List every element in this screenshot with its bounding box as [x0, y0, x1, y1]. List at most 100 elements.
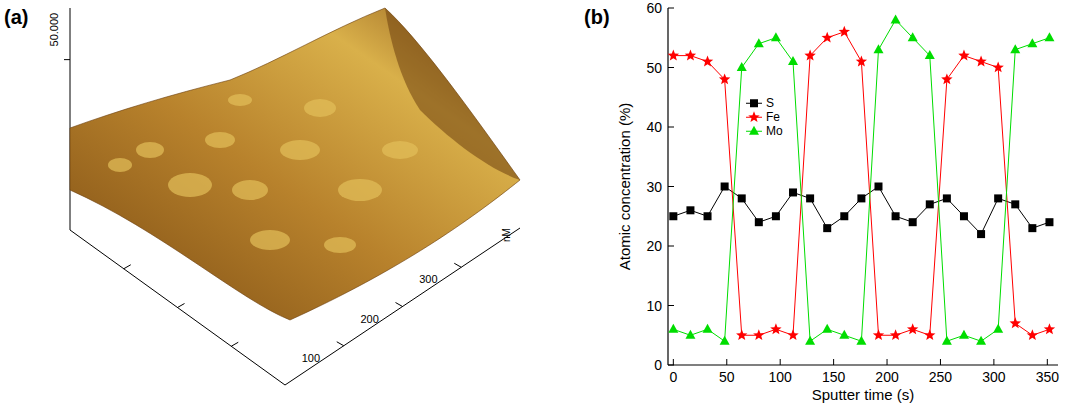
data-point [925, 50, 935, 59]
data-point [959, 330, 969, 339]
legend-marker [748, 111, 759, 122]
x-tick-label: 0 [669, 369, 677, 385]
data-point [755, 218, 763, 226]
data-point [873, 44, 883, 53]
x-tick [396, 303, 403, 307]
data-point [958, 50, 969, 61]
y-axis-title: Atomic concentration (%) [616, 103, 633, 271]
y-tick-label: 10 [646, 298, 662, 314]
afm-grain [382, 141, 418, 159]
data-point [1045, 218, 1053, 226]
afm-grain [228, 94, 252, 106]
panel-label: (a) [4, 6, 28, 28]
data-point [960, 212, 968, 220]
data-point [924, 329, 935, 340]
z-axis [70, 8, 71, 230]
y-tick-label: 40 [646, 119, 662, 135]
x-tick [673, 359, 674, 365]
afm-grain [250, 230, 290, 250]
data-point [822, 32, 833, 43]
data-point [822, 324, 832, 333]
y-tick [668, 246, 674, 247]
data-point [704, 212, 712, 220]
data-point [941, 73, 952, 84]
data-point [1011, 200, 1019, 208]
legend-label: Fe [766, 110, 780, 124]
data-point [839, 330, 849, 339]
legend-marker [749, 126, 759, 135]
data-point [874, 183, 882, 191]
data-point [892, 212, 900, 220]
x-axis-title: nM [501, 228, 512, 242]
x-tick-label: 100 [769, 369, 793, 385]
data-point [686, 206, 694, 214]
data-point [737, 62, 747, 71]
y-tick [231, 342, 238, 346]
y-tick [124, 265, 131, 269]
data-point [891, 14, 901, 23]
data-point [721, 183, 729, 191]
data-point [926, 200, 934, 208]
y-tick-label: 50 [646, 60, 662, 76]
legend: SFeMo [746, 96, 783, 138]
x-tick [780, 359, 781, 365]
data-point [992, 62, 1003, 73]
plot-area [668, 14, 1055, 344]
x-axis-title: Sputter time (s) [812, 386, 915, 403]
y-tick [668, 365, 674, 366]
y-tick-label: 20 [646, 238, 662, 254]
panel-b: (b)0501001502002503003500102030405060Spu… [584, 0, 1059, 403]
afm-grain [324, 237, 356, 253]
x-tick-label: 50 [719, 369, 735, 385]
data-point [668, 50, 679, 61]
x-tick [887, 359, 888, 365]
x-tick [1047, 359, 1048, 365]
data-point [943, 194, 951, 202]
x-tick [726, 359, 727, 365]
data-point [805, 336, 815, 345]
y-tick [668, 8, 674, 9]
y-tick [668, 67, 674, 68]
data-point [908, 32, 918, 41]
y-tick [668, 127, 674, 128]
x-tick [454, 263, 461, 267]
x-tick [833, 359, 834, 365]
x-tick-label: 350 [1036, 369, 1060, 385]
data-point [770, 323, 781, 334]
legend-label: S [766, 96, 774, 110]
y-tick-label: 0 [654, 357, 662, 373]
data-point [994, 194, 1002, 202]
afm-grain [108, 158, 132, 172]
data-point [738, 194, 746, 202]
data-point [668, 324, 678, 333]
legend-label: Mo [766, 124, 783, 138]
x-tick-label: 250 [929, 369, 953, 385]
data-point [1044, 32, 1054, 41]
data-point [787, 329, 798, 340]
data-point [685, 330, 695, 339]
afm-grain [136, 142, 164, 158]
afm-grain [205, 132, 235, 148]
data-point [857, 194, 865, 202]
data-point [719, 73, 730, 84]
data-point [806, 194, 814, 202]
series-line [673, 32, 1049, 335]
afm-grain [280, 140, 320, 160]
data-point [771, 32, 781, 41]
afm-grain [232, 180, 268, 200]
data-point [788, 56, 798, 65]
data-point [702, 56, 713, 67]
data-point [789, 188, 797, 196]
data-point [840, 212, 848, 220]
afm-surface [70, 8, 520, 320]
data-point [993, 324, 1003, 333]
data-point [1027, 329, 1038, 340]
data-point [1010, 44, 1020, 53]
data-point [1044, 323, 1055, 334]
series-line [673, 20, 1049, 341]
x-tick [993, 359, 994, 365]
data-point [1010, 317, 1021, 328]
data-point [856, 56, 867, 67]
data-point [669, 212, 677, 220]
data-point [754, 38, 764, 47]
